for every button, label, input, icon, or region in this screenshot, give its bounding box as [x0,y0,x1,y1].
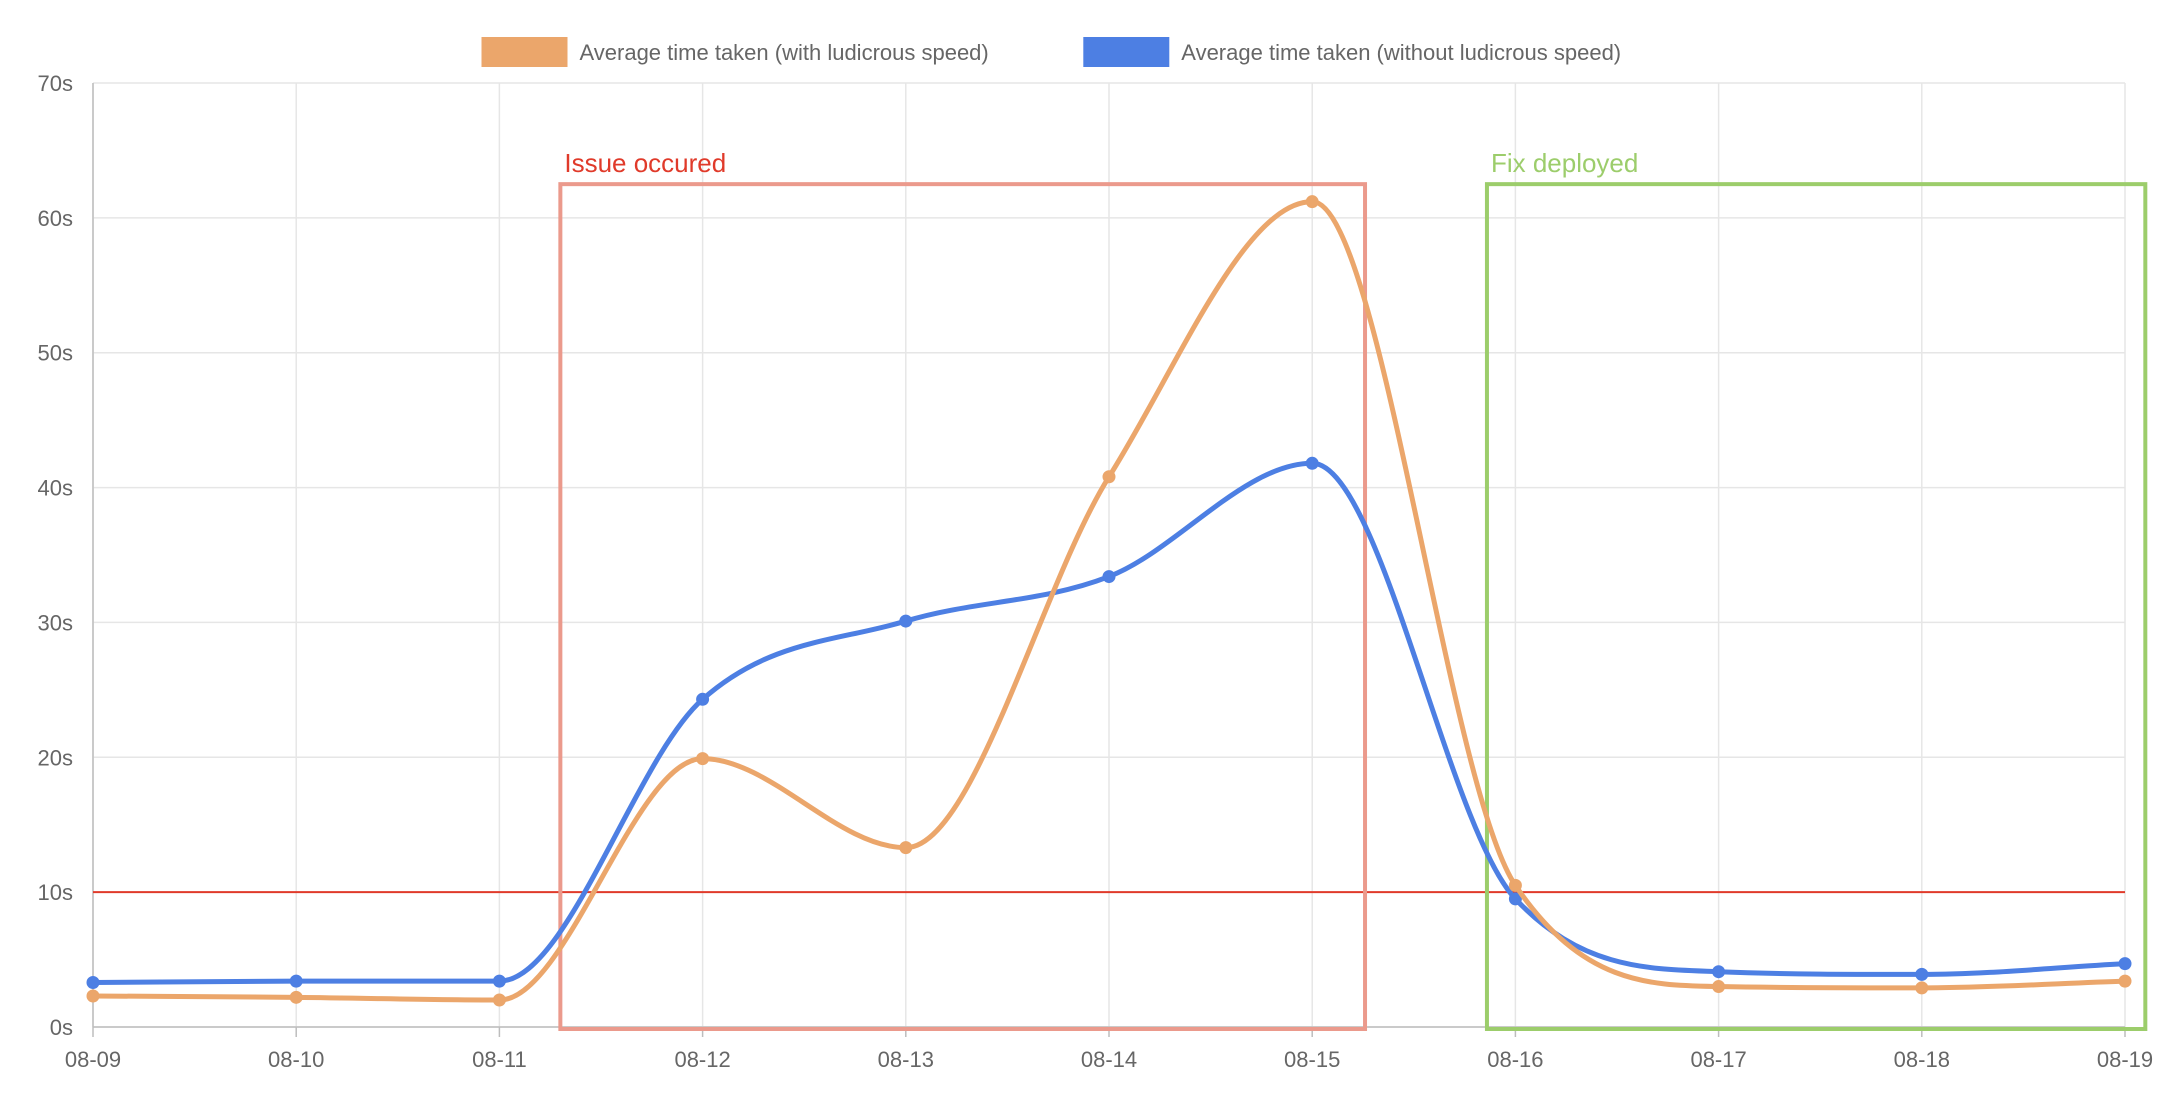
data-point [1102,570,1116,584]
data-point [492,993,506,1007]
x-tick-label: 08-17 [1690,1047,1746,1072]
y-tick-label: 40s [38,476,73,501]
y-tick-label: 20s [38,745,73,770]
data-point [1915,981,1929,995]
data-point [696,692,710,706]
data-point [2118,974,2132,988]
issue-annotation-label: Issue occured [564,148,726,178]
legend-label: Average time taken (with ludicrous speed… [580,40,989,65]
x-tick-label: 08-10 [268,1047,324,1072]
data-point [1508,892,1522,906]
y-tick-label: 30s [38,610,73,635]
data-point [2118,957,2132,971]
data-point [86,975,100,989]
data-point [1508,878,1522,892]
x-tick-label: 08-13 [878,1047,934,1072]
x-tick-label: 08-18 [1894,1047,1950,1072]
x-tick-label: 08-16 [1487,1047,1543,1072]
data-point [899,614,913,628]
data-point [1712,980,1726,994]
data-point [1102,470,1116,484]
data-point [899,841,913,855]
data-point [1712,965,1726,979]
legend-swatch [481,37,568,67]
data-point [1305,195,1319,209]
fix-annotation-label: Fix deployed [1491,148,1638,178]
x-tick-label: 08-14 [1081,1047,1137,1072]
x-tick-label: 08-12 [674,1047,730,1072]
x-tick-label: 08-09 [65,1047,121,1072]
data-point [1305,456,1319,470]
y-tick-label: 0s [50,1015,73,1040]
y-tick-label: 10s [38,880,73,905]
issue-annotation-box [558,182,1368,1031]
data-point [492,974,506,988]
data-point [696,752,710,766]
legend-label: Average time taken (without ludicrous sp… [1181,40,1621,65]
x-tick-label: 08-11 [472,1047,527,1072]
y-tick-label: 60s [38,206,73,231]
data-point [289,974,303,988]
fix-annotation-box [1484,182,2148,1031]
x-tick-label: 08-19 [2097,1047,2153,1072]
series-line-1 [92,460,2126,985]
data-point [1915,967,1929,981]
legend-swatch [1083,37,1170,67]
y-tick-label: 70s [38,71,73,96]
data-point [86,989,100,1003]
data-point [289,990,303,1004]
y-tick-label: 50s [38,341,73,366]
x-tick-label: 08-15 [1284,1047,1340,1072]
